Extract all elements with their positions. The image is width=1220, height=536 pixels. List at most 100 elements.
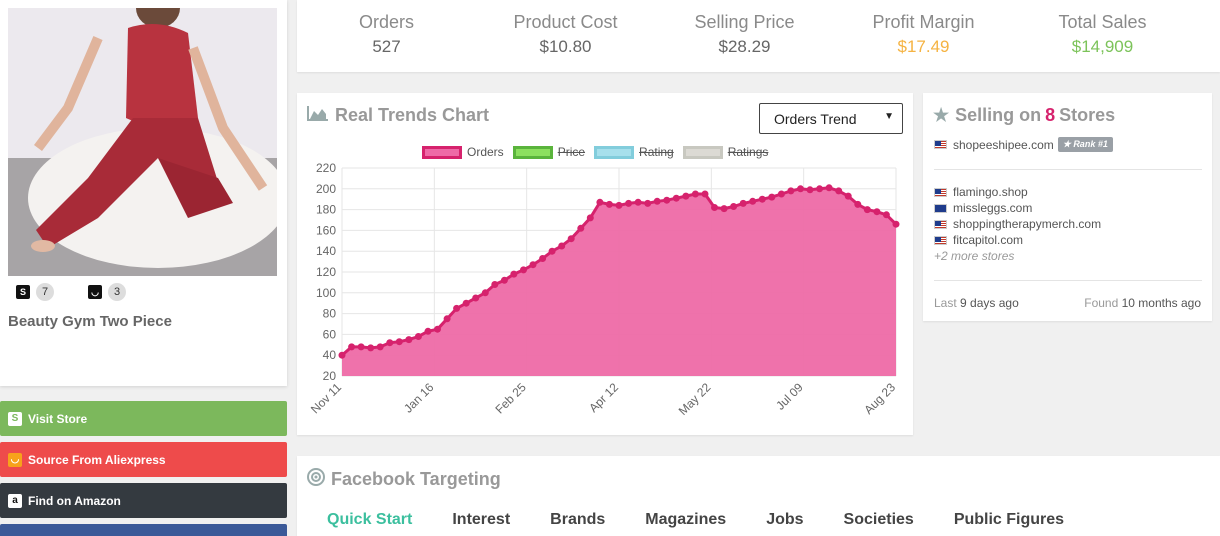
store-name: flamingo.shop — [953, 185, 1028, 199]
y-tick-label: 140 — [316, 244, 336, 258]
x-tick-label: Feb 25 — [492, 380, 529, 417]
y-tick-label: 60 — [323, 327, 337, 341]
orders-point — [453, 304, 461, 312]
facebook-tabs: Quick Start Interest Brands Magazines Jo… — [327, 511, 1104, 529]
chart-title: Real Trends Chart — [307, 105, 489, 126]
us-flag-icon — [934, 140, 947, 149]
orders-point — [414, 333, 422, 340]
product-image[interactable] — [8, 8, 277, 276]
x-tick-label: Aug 23 — [861, 380, 898, 417]
stores-card: ★ Selling on 8 Stores shopeeshipee.com ★… — [923, 93, 1212, 321]
stats-bar: Orders 527 Product Cost $10.80 Selling P… — [297, 0, 1220, 72]
stat-value: $17.49 — [897, 37, 950, 56]
store-row[interactable]: flamingo.shop — [934, 185, 1028, 199]
legend-swatch — [422, 145, 462, 159]
y-tick-label: 200 — [316, 182, 336, 196]
store-row[interactable]: shoppingtherapymerch.com — [934, 217, 1101, 231]
tab-quick-start[interactable]: Quick Start — [327, 511, 413, 528]
y-tick-label: 100 — [316, 286, 336, 300]
product-photo — [8, 8, 277, 276]
bag-badge: ◡ 3 — [88, 283, 126, 301]
orders-point — [844, 192, 852, 200]
stat-label: Selling Price — [694, 12, 795, 32]
y-tick-label: 180 — [316, 203, 336, 217]
stat-selling-price: Selling Price $28.29 — [655, 0, 834, 72]
rank-badge: ★ Rank #1 — [1057, 137, 1113, 152]
orders-point — [672, 194, 680, 202]
orders-point — [558, 242, 566, 250]
orders-point — [434, 325, 441, 333]
star-icon: ★ — [933, 105, 950, 125]
orders-point — [720, 205, 728, 213]
orders-point — [625, 199, 633, 207]
amazon-button[interactable]: a Find on Amazon — [0, 483, 287, 518]
legend-label: Ratings — [727, 145, 769, 159]
orders-point — [644, 199, 652, 207]
orders-point — [491, 281, 499, 288]
trend-type-value: Orders Trend — [774, 111, 857, 127]
tab-interest[interactable]: Interest — [452, 511, 511, 528]
orders-point — [863, 206, 871, 214]
legend-swatch — [512, 145, 553, 159]
legend-item-price[interactable]: Price — [512, 145, 585, 159]
orders-point — [758, 195, 766, 203]
aliexpress-button[interactable]: ◡ Source From Aliexpress — [0, 442, 287, 477]
product-card: S 7 ◡ 3 Beauty Gym Two Piece — [0, 0, 287, 386]
orders-point — [882, 211, 890, 219]
facebook-title-text: Facebook Targeting — [331, 469, 501, 489]
facebook-button[interactable] — [0, 524, 287, 536]
orders-point — [615, 201, 623, 209]
y-tick-label: 20 — [323, 369, 337, 383]
store-row[interactable]: missleggs.com — [934, 201, 1032, 215]
orders-point — [424, 327, 432, 335]
tab-jobs[interactable]: Jobs — [766, 511, 804, 528]
orders-point — [500, 276, 508, 284]
top-store-row[interactable]: shopeeshipee.com ★ Rank #1 — [934, 137, 1113, 152]
last-seen: Last 9 days ago — [934, 296, 1019, 310]
orders-point — [586, 214, 594, 222]
target-icon — [307, 468, 325, 491]
legend-item-orders[interactable]: Orders — [422, 145, 504, 159]
tab-societies[interactable]: Societies — [843, 511, 914, 528]
orders-point — [777, 190, 785, 198]
tab-magazines[interactable]: Magazines — [645, 511, 727, 528]
y-tick-label: 160 — [316, 223, 336, 237]
x-tick-label: Nov 11 — [308, 380, 344, 416]
visit-store-button[interactable]: S Visit Store — [0, 401, 287, 436]
orders-point — [529, 261, 537, 269]
shopify-count: 7 — [36, 283, 54, 301]
orders-point — [835, 187, 843, 195]
orders-point — [386, 339, 394, 347]
trends-chart: 20 40 60 80 100 120 140 160 180 200 220 Nov 11 Jan 1… — [308, 161, 900, 418]
stat-value: $28.29 — [718, 37, 771, 56]
store-row[interactable]: fitcapitol.com — [934, 233, 1023, 247]
found: Found 10 months ago — [1084, 296, 1201, 310]
shopify-badge: S 7 — [16, 283, 54, 301]
orders-point — [892, 220, 900, 228]
orders-point — [816, 185, 824, 193]
amazon-icon: a — [8, 493, 22, 508]
trend-type-select[interactable]: Orders Trend ▼ — [759, 103, 903, 134]
legend-item-ratings[interactable]: Ratings — [682, 145, 769, 159]
x-tick-label: Jul 09 — [773, 380, 806, 413]
stat-product-cost: Product Cost $10.80 — [476, 0, 655, 72]
facebook-title: Facebook Targeting — [307, 468, 501, 491]
orders-point — [653, 197, 661, 205]
product-title: Beauty Gym Two Piece — [8, 313, 172, 330]
tab-public-figures[interactable]: Public Figures — [953, 511, 1065, 528]
legend-label: Orders — [467, 145, 504, 159]
orders-point — [338, 351, 346, 359]
tab-brands[interactable]: Brands — [550, 511, 606, 528]
stat-value: $14,909 — [1071, 37, 1134, 56]
divider — [934, 169, 1202, 170]
legend-item-rating[interactable]: Rating — [594, 145, 674, 159]
stat-value: $10.80 — [539, 37, 592, 56]
store-name: missleggs.com — [953, 201, 1033, 215]
divider — [934, 280, 1202, 281]
stores-title-prefix: Selling on — [955, 105, 1042, 125]
legend-swatch — [682, 145, 723, 159]
us-flag-icon — [934, 219, 947, 229]
shopify-bag-icon: S — [8, 411, 22, 426]
more-stores-link[interactable]: +2 more stores — [934, 249, 1015, 263]
orders-point — [548, 247, 556, 255]
